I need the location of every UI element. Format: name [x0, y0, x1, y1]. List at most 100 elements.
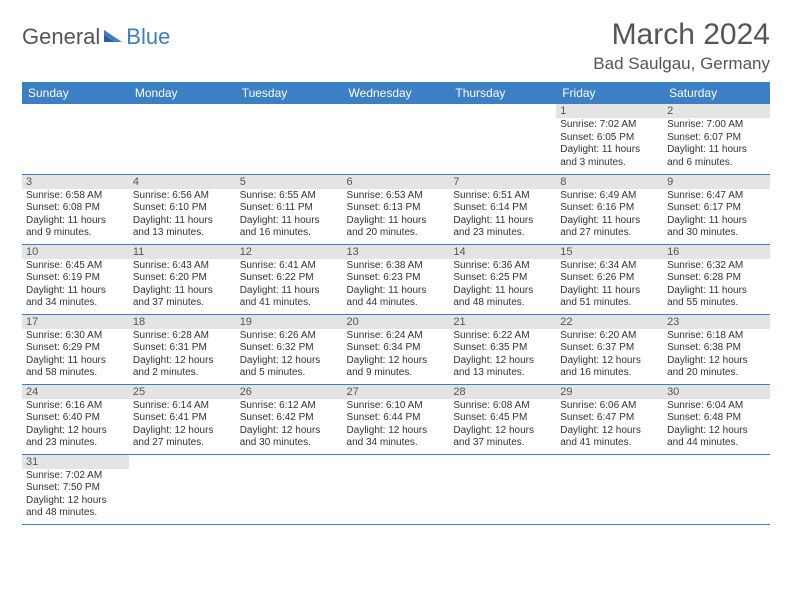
calendar-cell	[129, 104, 236, 174]
cell-sunset: Sunset: 6:07 PM	[667, 132, 766, 145]
cell-sunrise: Sunrise: 6:12 AM	[240, 400, 339, 413]
calendar-cell	[343, 454, 450, 524]
cell-sunset: Sunset: 6:19 PM	[26, 272, 125, 285]
cell-daylight1: Daylight: 11 hours	[560, 285, 659, 298]
cell-sunset: Sunset: 6:31 PM	[133, 342, 232, 355]
cell-sunset: Sunset: 6:28 PM	[667, 272, 766, 285]
day-number: 22	[556, 315, 663, 329]
calendar-cell	[449, 104, 556, 174]
cell-daylight2: and 27 minutes.	[133, 437, 232, 450]
cell-sunrise: Sunrise: 6:16 AM	[26, 400, 125, 413]
calendar-cell: 17Sunrise: 6:30 AMSunset: 6:29 PMDayligh…	[22, 314, 129, 384]
cell-daylight2: and 20 minutes.	[347, 227, 446, 240]
cell-daylight1: Daylight: 11 hours	[347, 285, 446, 298]
cell-daylight1: Daylight: 11 hours	[347, 215, 446, 228]
calendar-cell: 5Sunrise: 6:55 AMSunset: 6:11 PMDaylight…	[236, 174, 343, 244]
cell-sunrise: Sunrise: 6:43 AM	[133, 260, 232, 273]
cell-daylight2: and 13 minutes.	[453, 367, 552, 380]
cell-sunrise: Sunrise: 6:22 AM	[453, 330, 552, 343]
cell-daylight1: Daylight: 12 hours	[347, 355, 446, 368]
cell-daylight2: and 23 minutes.	[453, 227, 552, 240]
day-number: 1	[556, 104, 663, 118]
cell-sunrise: Sunrise: 6:04 AM	[667, 400, 766, 413]
day-number: 18	[129, 315, 236, 329]
cell-daylight1: Daylight: 11 hours	[560, 144, 659, 157]
day-number: 3	[22, 175, 129, 189]
cell-daylight1: Daylight: 11 hours	[453, 285, 552, 298]
cell-sunset: Sunset: 6:23 PM	[347, 272, 446, 285]
day-number: 10	[22, 245, 129, 259]
calendar-row: 1Sunrise: 7:02 AMSunset: 6:05 PMDaylight…	[22, 104, 770, 174]
cell-daylight1: Daylight: 11 hours	[453, 215, 552, 228]
calendar-cell: 6Sunrise: 6:53 AMSunset: 6:13 PMDaylight…	[343, 174, 450, 244]
cell-daylight2: and 16 minutes.	[560, 367, 659, 380]
day-number: 31	[22, 455, 129, 469]
calendar-cell: 9Sunrise: 6:47 AMSunset: 6:17 PMDaylight…	[663, 174, 770, 244]
day-number: 4	[129, 175, 236, 189]
calendar-cell: 28Sunrise: 6:08 AMSunset: 6:45 PMDayligh…	[449, 384, 556, 454]
cell-sunrise: Sunrise: 6:45 AM	[26, 260, 125, 273]
col-wednesday: Wednesday	[343, 82, 450, 104]
day-number: 5	[236, 175, 343, 189]
day-number: 26	[236, 385, 343, 399]
calendar-header-row: Sunday Monday Tuesday Wednesday Thursday…	[22, 82, 770, 104]
day-number: 7	[449, 175, 556, 189]
calendar-cell: 21Sunrise: 6:22 AMSunset: 6:35 PMDayligh…	[449, 314, 556, 384]
cell-sunset: Sunset: 6:35 PM	[453, 342, 552, 355]
cell-sunrise: Sunrise: 6:58 AM	[26, 190, 125, 203]
cell-sunset: Sunset: 6:44 PM	[347, 412, 446, 425]
cell-sunset: Sunset: 6:16 PM	[560, 202, 659, 215]
cell-daylight2: and 27 minutes.	[560, 227, 659, 240]
logo: General Blue	[22, 18, 170, 50]
title-block: March 2024 Bad Saulgau, Germany	[593, 18, 770, 74]
cell-sunrise: Sunrise: 6:08 AM	[453, 400, 552, 413]
calendar-cell	[556, 454, 663, 524]
cell-daylight1: Daylight: 12 hours	[133, 425, 232, 438]
day-number: 12	[236, 245, 343, 259]
cell-daylight1: Daylight: 12 hours	[453, 355, 552, 368]
cell-sunset: Sunset: 6:29 PM	[26, 342, 125, 355]
cell-daylight2: and 9 minutes.	[26, 227, 125, 240]
cell-daylight2: and 30 minutes.	[667, 227, 766, 240]
col-tuesday: Tuesday	[236, 82, 343, 104]
cell-daylight1: Daylight: 12 hours	[26, 495, 125, 508]
logo-text-blue: Blue	[126, 24, 170, 50]
header: General Blue March 2024 Bad Saulgau, Ger…	[22, 18, 770, 74]
cell-sunset: Sunset: 6:42 PM	[240, 412, 339, 425]
logo-flag-icon	[104, 28, 124, 49]
cell-sunset: Sunset: 6:45 PM	[453, 412, 552, 425]
cell-sunrise: Sunrise: 6:14 AM	[133, 400, 232, 413]
col-saturday: Saturday	[663, 82, 770, 104]
calendar-cell: 8Sunrise: 6:49 AMSunset: 6:16 PMDaylight…	[556, 174, 663, 244]
cell-daylight2: and 3 minutes.	[560, 157, 659, 170]
cell-daylight2: and 51 minutes.	[560, 297, 659, 310]
cell-daylight2: and 6 minutes.	[667, 157, 766, 170]
calendar-row: 3Sunrise: 6:58 AMSunset: 6:08 PMDaylight…	[22, 174, 770, 244]
day-number: 21	[449, 315, 556, 329]
calendar-cell	[449, 454, 556, 524]
cell-sunrise: Sunrise: 6:24 AM	[347, 330, 446, 343]
calendar-cell: 27Sunrise: 6:10 AMSunset: 6:44 PMDayligh…	[343, 384, 450, 454]
cell-daylight2: and 48 minutes.	[453, 297, 552, 310]
calendar-cell: 29Sunrise: 6:06 AMSunset: 6:47 PMDayligh…	[556, 384, 663, 454]
calendar-cell	[236, 454, 343, 524]
cell-daylight1: Daylight: 11 hours	[667, 144, 766, 157]
calendar-cell: 22Sunrise: 6:20 AMSunset: 6:37 PMDayligh…	[556, 314, 663, 384]
cell-daylight2: and 16 minutes.	[240, 227, 339, 240]
calendar-cell: 16Sunrise: 6:32 AMSunset: 6:28 PMDayligh…	[663, 244, 770, 314]
cell-sunrise: Sunrise: 6:18 AM	[667, 330, 766, 343]
calendar-row: 31Sunrise: 7:02 AMSunset: 7:50 PMDayligh…	[22, 454, 770, 524]
cell-sunset: Sunset: 6:11 PM	[240, 202, 339, 215]
cell-daylight1: Daylight: 11 hours	[560, 215, 659, 228]
day-number: 27	[343, 385, 450, 399]
cell-sunset: Sunset: 6:48 PM	[667, 412, 766, 425]
col-monday: Monday	[129, 82, 236, 104]
cell-daylight2: and 20 minutes.	[667, 367, 766, 380]
cell-sunrise: Sunrise: 6:26 AM	[240, 330, 339, 343]
col-thursday: Thursday	[449, 82, 556, 104]
cell-sunrise: Sunrise: 6:36 AM	[453, 260, 552, 273]
calendar-cell	[22, 104, 129, 174]
logo-text-general: General	[22, 24, 100, 50]
calendar-cell: 2Sunrise: 7:00 AMSunset: 6:07 PMDaylight…	[663, 104, 770, 174]
location: Bad Saulgau, Germany	[593, 54, 770, 74]
